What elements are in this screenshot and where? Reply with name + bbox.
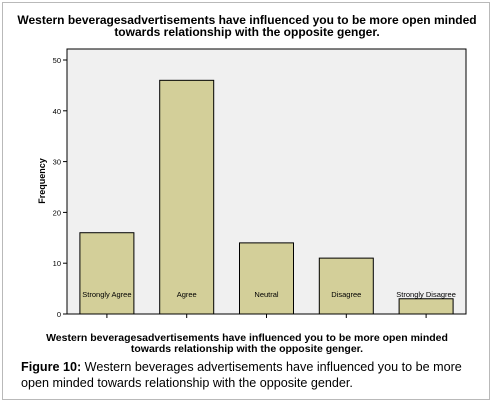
bar-chart: 0 10 20 30 40 50 Strongly Agree Agree Neutral Di… bbox=[37, 48, 467, 319]
bar bbox=[159, 79, 215, 315]
y-tick-label: 30 bbox=[53, 158, 61, 167]
y-axis-label: Frequency bbox=[37, 158, 47, 204]
bar bbox=[318, 257, 374, 315]
bar bbox=[239, 242, 294, 315]
y-tick-label: 0 bbox=[57, 310, 61, 319]
x-tick-label: Agree bbox=[177, 290, 197, 299]
caption-prefix: Figure 10: bbox=[21, 360, 82, 374]
caption-text: Western beverages advertisements have in… bbox=[21, 360, 462, 390]
x-tick-label: Strongly Disagree bbox=[396, 290, 456, 299]
x-tick-label: Neutral bbox=[254, 290, 279, 299]
x-tick-label: Disagree bbox=[331, 290, 361, 299]
figure-caption: Figure 10: Western beverages advertiseme… bbox=[21, 359, 486, 391]
chart-title: Western beveragesadvertisements have inf… bbox=[17, 13, 477, 39]
x-axis: Strongly Agree Agree Neutral Disagree Strong… bbox=[82, 290, 456, 318]
bars bbox=[79, 79, 454, 315]
y-tick-label: 50 bbox=[53, 56, 61, 65]
y-tick-label: 20 bbox=[53, 208, 61, 217]
y-axis: 0 10 20 30 40 50 bbox=[53, 56, 67, 319]
x-tick-label: Strongly Agree bbox=[82, 290, 131, 299]
y-tick-label: 40 bbox=[53, 107, 61, 116]
figure: Western beveragesadvertisements have inf… bbox=[2, 2, 490, 400]
y-tick-label: 10 bbox=[53, 259, 61, 268]
bar bbox=[79, 232, 135, 315]
x-axis-label: Western beveragesadvertisements have inf… bbox=[46, 332, 448, 355]
bar bbox=[398, 298, 454, 315]
